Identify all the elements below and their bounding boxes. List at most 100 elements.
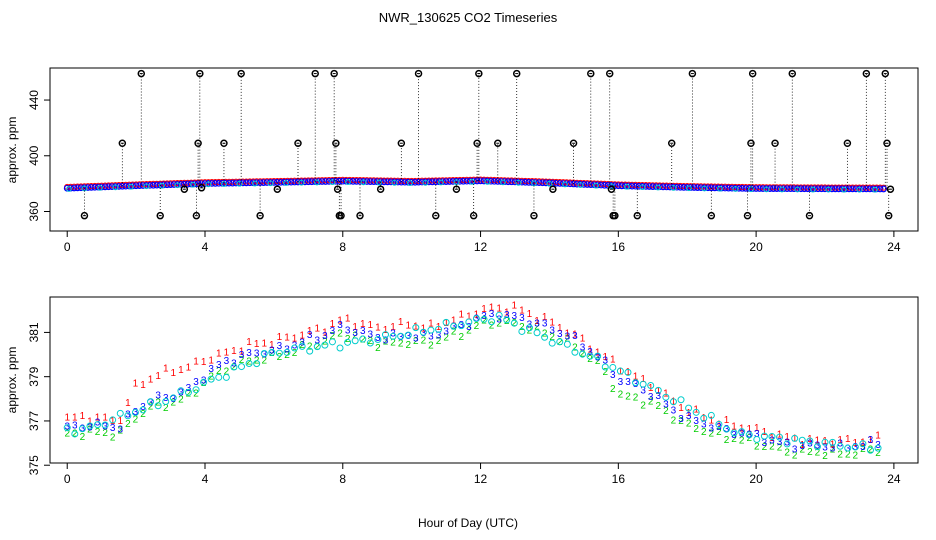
outlier-point	[549, 185, 557, 193]
series-point-cyan	[260, 350, 268, 358]
series-2-point: 2	[618, 390, 624, 401]
series-point-cyan	[874, 444, 882, 452]
data-point-main	[645, 183, 653, 190]
series-2-point: 2	[496, 318, 502, 329]
series-2-point: 2	[148, 402, 154, 413]
series-1-point: 1	[496, 304, 502, 315]
series-2-point: 2	[436, 336, 442, 347]
series-point-cyan	[753, 435, 761, 443]
series-1-point: 1	[807, 434, 813, 445]
series-2-point: 2	[239, 355, 245, 366]
series-point-cyan	[685, 404, 693, 412]
data-point-tertiary	[639, 184, 646, 191]
series-2-point: 2	[671, 416, 677, 427]
data-point-tertiary	[329, 179, 336, 186]
data-point-main	[146, 181, 154, 189]
series-point-cyan	[768, 433, 776, 441]
outlier-point	[311, 69, 319, 78]
series-2-point: 2	[428, 341, 434, 352]
data-point-main	[573, 180, 581, 188]
series-3-point: 3	[587, 347, 593, 358]
series-3-point: 3	[693, 416, 699, 427]
series-point-cyan	[344, 338, 352, 346]
series-2-point: 2	[799, 444, 805, 455]
data-point-main	[632, 182, 639, 190]
series-1-point: 1	[292, 334, 298, 345]
data-point-main	[766, 185, 774, 192]
series-2-point: 2	[815, 448, 821, 459]
series-point-cyan	[109, 416, 117, 424]
series-2-point: 2	[208, 371, 214, 382]
series-point-cyan	[154, 402, 162, 410]
data-point-main	[859, 185, 867, 193]
series-2-point: 2	[633, 392, 639, 403]
outlier-point	[788, 69, 797, 78]
data-point-main	[797, 185, 805, 193]
series-1-point: 1	[133, 379, 139, 390]
series-point-cyan	[245, 359, 253, 367]
data-point-main	[415, 178, 422, 186]
series-point-cyan	[829, 438, 837, 446]
series-3-point: 3	[580, 343, 586, 354]
outlier-point	[192, 211, 201, 220]
series-point-cyan	[139, 406, 147, 414]
outlier-point	[494, 139, 502, 147]
series-point-cyan	[806, 437, 814, 445]
data-point-main	[459, 177, 467, 185]
panel-bottom-x-axis: 0 4 8 12 16 20 24	[64, 463, 901, 486]
series-3-point: 3	[117, 424, 123, 435]
series-3-point: 3	[853, 442, 859, 453]
panel-bottom-y-axis: 375 377 379 381	[27, 322, 50, 475]
data-point-main	[108, 183, 116, 190]
series-3-point: 3	[201, 375, 207, 386]
series-2-point: 2	[602, 367, 608, 378]
series-2-point: 2	[95, 427, 101, 438]
series-2-point: 2	[784, 448, 790, 459]
series-point-cyan	[722, 425, 730, 433]
series-3-point: 3	[216, 360, 222, 371]
series-2-point: 2	[398, 338, 404, 349]
series-point-cyan	[162, 398, 170, 406]
series-1-point: 1	[769, 433, 775, 444]
series-point-cyan	[389, 332, 397, 340]
y-tick-label: 381	[27, 322, 41, 342]
data-point-main	[738, 184, 746, 192]
series-3-point: 3	[64, 422, 70, 433]
series-3-point: 3	[542, 319, 548, 330]
series-3-point: 3	[777, 437, 783, 448]
series-1-point: 1	[201, 357, 207, 368]
series-2-point: 2	[405, 340, 411, 351]
series-point-cyan	[419, 328, 427, 336]
series-point-cyan	[63, 424, 71, 432]
x-tick-label: 20	[749, 240, 763, 254]
y-tick-label: 360	[27, 201, 41, 221]
series-1-point: 1	[330, 319, 336, 330]
series-3-point: 3	[822, 443, 828, 454]
series-point-cyan	[207, 375, 215, 383]
x-axis-label: Hour of Day (UTC)	[418, 516, 518, 530]
data-point-tertiary	[686, 185, 692, 192]
series-1-point: 1	[345, 313, 351, 324]
data-point-tertiary	[748, 186, 754, 193]
series-3-point: 3	[368, 330, 374, 341]
series-1-point: 1	[633, 371, 639, 382]
series-2-point: 2	[686, 419, 692, 430]
series-point-cyan	[647, 382, 655, 390]
series-1-point: 1	[701, 413, 707, 424]
series-point-cyan	[632, 379, 640, 387]
series-3-point: 3	[254, 348, 260, 359]
series-1-point: 1	[458, 309, 464, 320]
series-3-point: 3	[633, 379, 639, 390]
series-3-point: 3	[451, 322, 457, 333]
data-point-main	[418, 178, 426, 186]
series-1-point: 1	[216, 348, 222, 359]
outlier-point	[605, 69, 614, 78]
series-1-point: 1	[542, 312, 548, 323]
data-point-main	[552, 179, 560, 187]
series-1-point: 1	[565, 328, 571, 339]
series-3-point: 3	[337, 320, 343, 331]
series-3-point: 3	[330, 326, 336, 337]
outlier-point	[881, 69, 890, 78]
series-1-point: 1	[87, 417, 93, 428]
series-1-point: 1	[709, 416, 715, 427]
